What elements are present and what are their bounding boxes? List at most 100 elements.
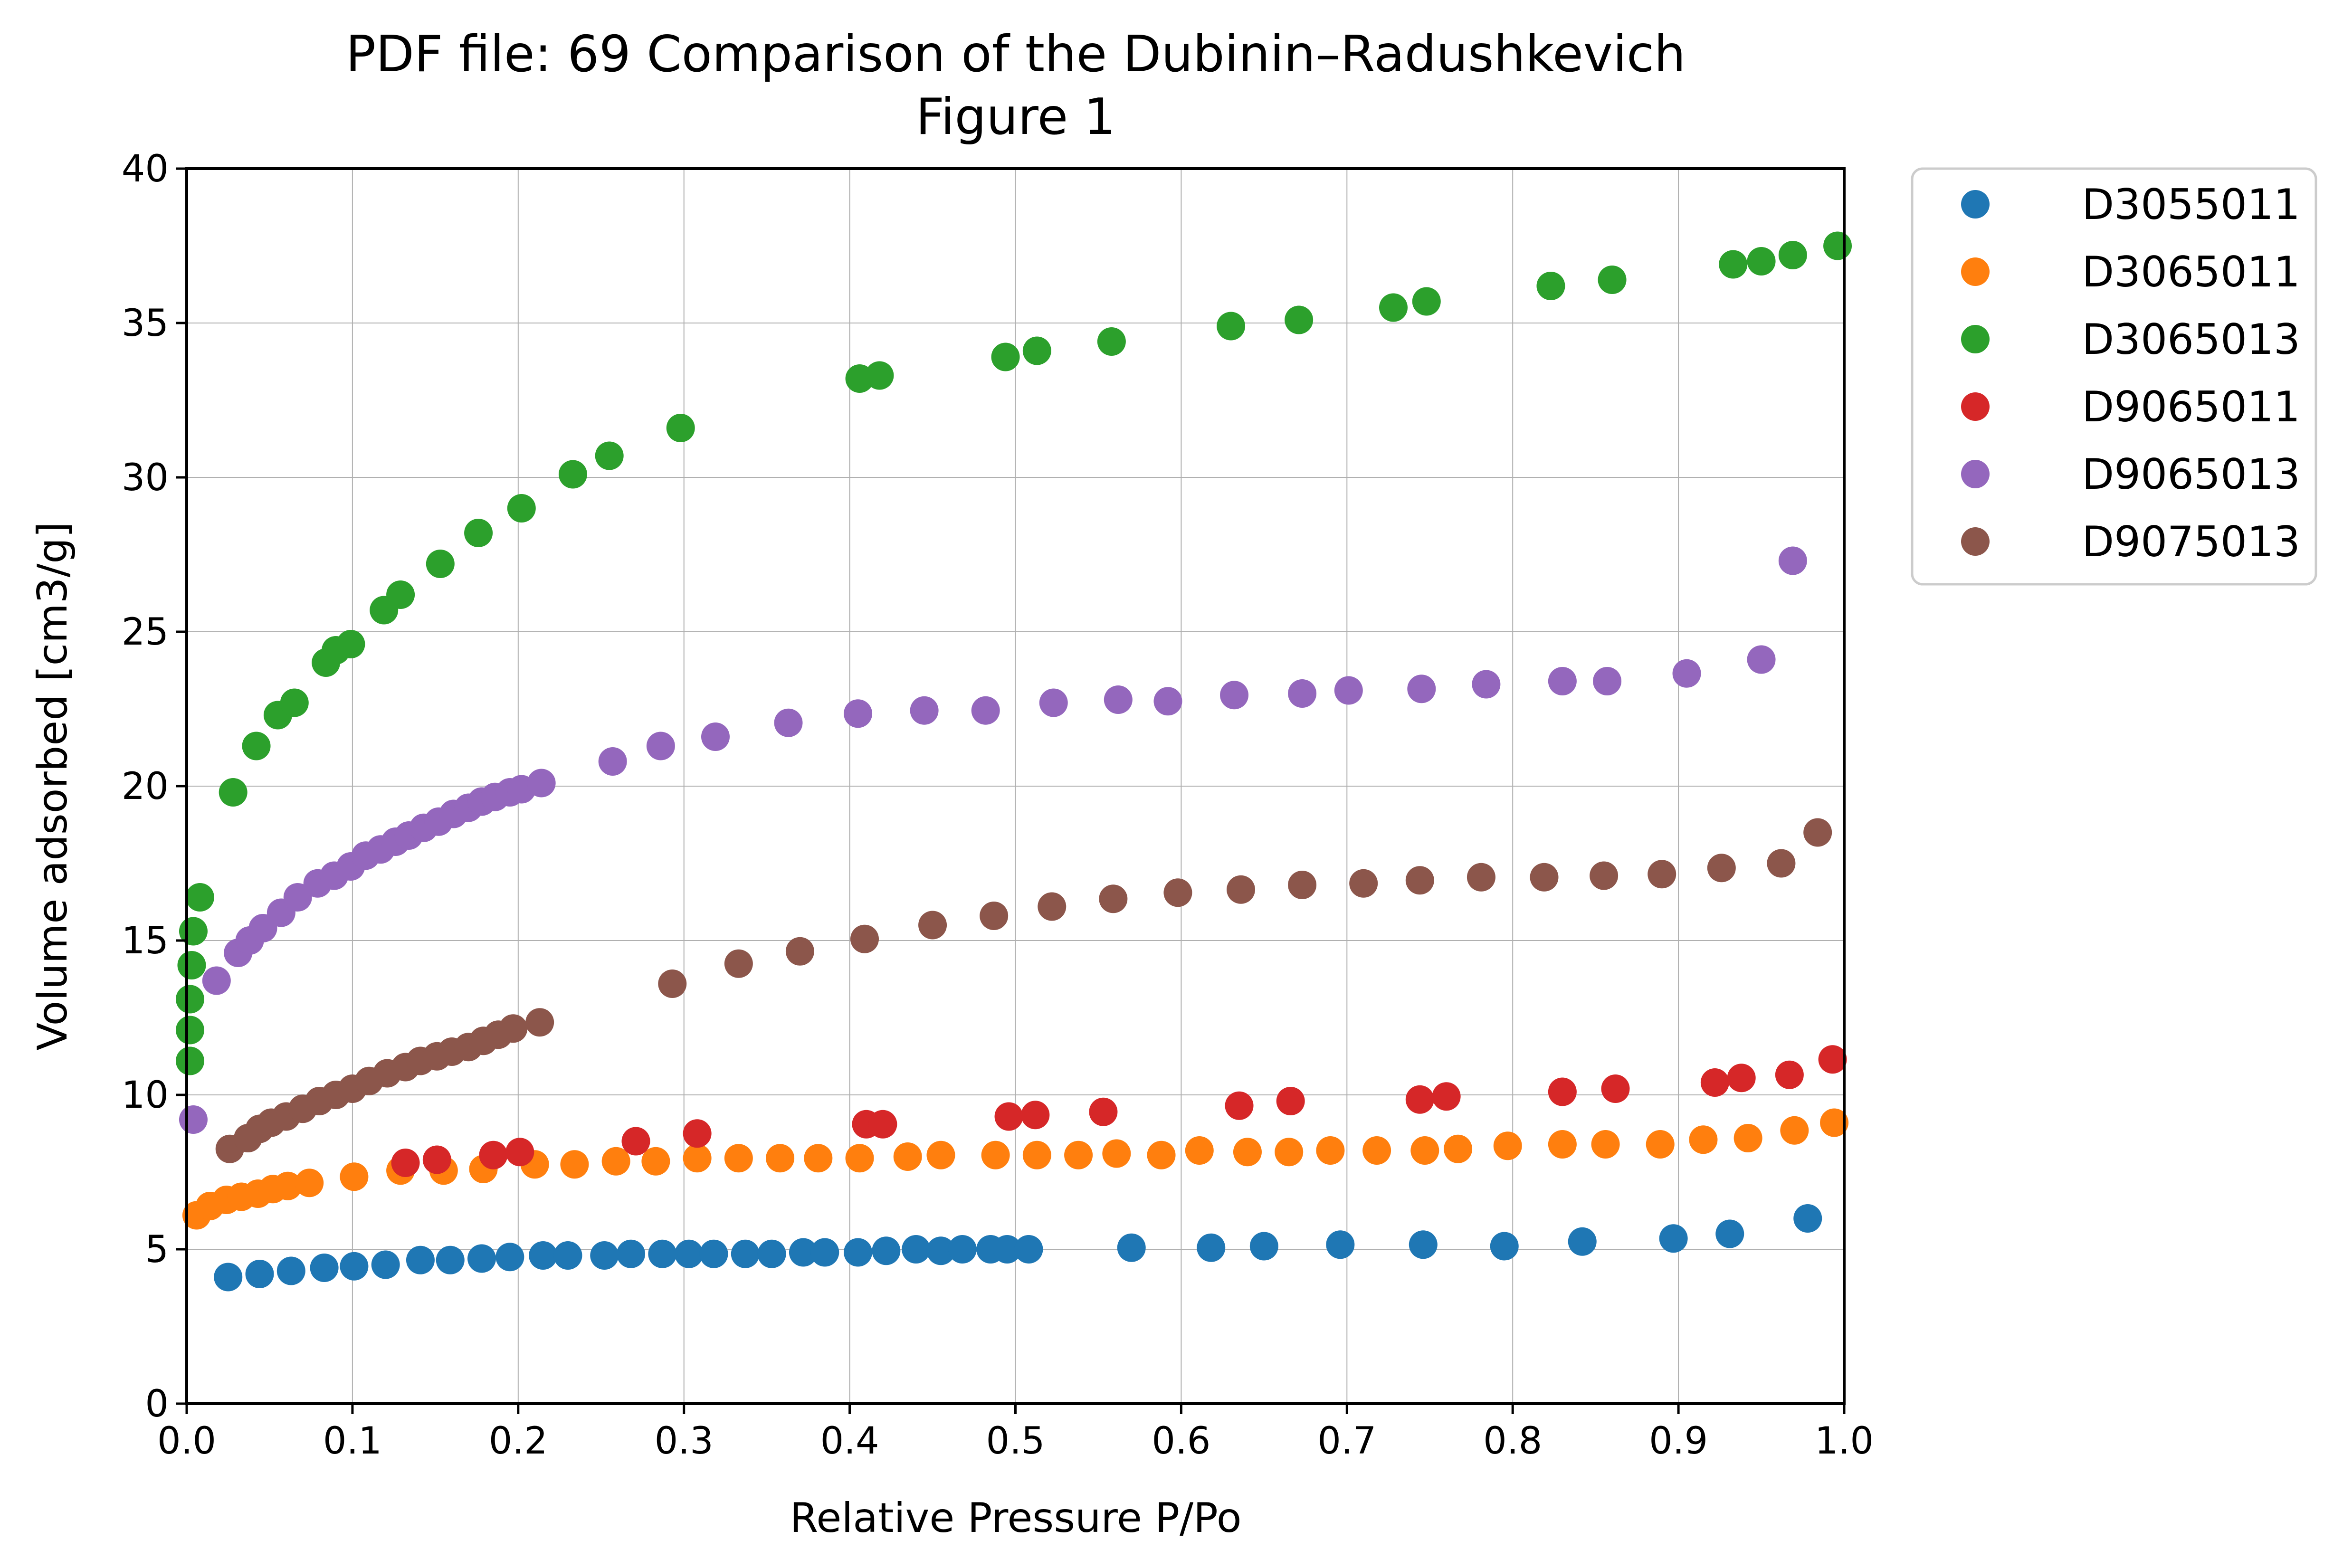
data-point xyxy=(1568,1227,1597,1256)
data-point xyxy=(1225,1091,1254,1120)
data-point xyxy=(1326,1230,1355,1259)
legend-marker xyxy=(1961,257,1990,286)
data-point xyxy=(422,1145,451,1174)
y-tick-label: 25 xyxy=(122,611,169,654)
legend-item: D3065013 xyxy=(1961,315,2300,364)
data-point xyxy=(426,550,455,578)
data-point xyxy=(1493,1131,1522,1160)
data-points xyxy=(175,231,1852,1292)
data-point xyxy=(499,1014,528,1043)
legend-items: D3055011 D3065011 D3065013 D9065011 D9065013… xyxy=(1961,180,2300,566)
data-point xyxy=(991,342,1020,371)
legend-label: D3065011 xyxy=(2082,247,2300,296)
data-point xyxy=(845,1144,874,1173)
data-point xyxy=(789,1238,818,1267)
data-point xyxy=(617,1239,646,1268)
data-point xyxy=(774,708,803,737)
y-axis-ticks: 0 5 10 15 20 25 30 35 40 xyxy=(122,148,187,1425)
x-tick-label: 0.0 xyxy=(157,1420,216,1463)
data-point xyxy=(724,1144,753,1173)
data-point xyxy=(1548,1130,1577,1159)
data-point xyxy=(724,949,753,978)
data-point xyxy=(844,699,873,728)
data-point xyxy=(1490,1232,1519,1261)
data-point xyxy=(1530,863,1559,892)
data-point xyxy=(648,1239,677,1268)
data-point xyxy=(310,1254,339,1282)
data-point xyxy=(993,1235,1022,1264)
data-point xyxy=(1793,1204,1822,1233)
data-point xyxy=(386,580,415,609)
x-tick-label: 0.9 xyxy=(1649,1420,1708,1463)
data-point xyxy=(1163,878,1192,907)
legend-item: D9065013 xyxy=(1961,450,2300,499)
data-point xyxy=(1818,1045,1847,1074)
x-axis-ticks: 0.0 0.1 0.2 0.3 0.4 0.5 0.6 0.7 0.8 0.9 1.0 xyxy=(157,1404,1874,1463)
data-point xyxy=(590,1241,619,1270)
legend-marker xyxy=(1961,392,1990,421)
data-point xyxy=(1405,866,1434,895)
data-point xyxy=(1099,884,1128,913)
data-point xyxy=(872,1236,901,1265)
data-point xyxy=(245,1260,274,1288)
data-point xyxy=(1227,875,1256,904)
data-point xyxy=(1407,675,1436,703)
data-point xyxy=(1217,312,1246,341)
data-point xyxy=(683,1144,712,1173)
data-point xyxy=(850,924,879,953)
data-point xyxy=(1472,670,1501,699)
chart-title: PDF file: 69 Comparison of the Dubinin–R… xyxy=(346,25,1686,83)
data-point xyxy=(1780,1116,1809,1145)
legend-item: D9065011 xyxy=(1961,382,2300,431)
data-point xyxy=(280,688,309,717)
data-point xyxy=(336,630,365,658)
legend-label: D3055011 xyxy=(2082,180,2300,229)
data-point xyxy=(1117,1233,1146,1262)
legend-label: D9065011 xyxy=(2082,382,2300,431)
data-point xyxy=(1362,1136,1391,1165)
legend-item: D3065011 xyxy=(1961,247,2300,296)
data-point xyxy=(1021,1101,1050,1130)
series-D9075013 xyxy=(215,818,1832,1163)
data-point xyxy=(980,902,1009,930)
data-point xyxy=(1727,1064,1756,1093)
data-point xyxy=(1316,1136,1345,1165)
data-point xyxy=(701,722,730,751)
data-point xyxy=(1601,1074,1630,1103)
data-point xyxy=(1700,1068,1729,1097)
y-tick-label: 35 xyxy=(122,302,169,345)
data-point xyxy=(1707,854,1736,883)
data-point xyxy=(1648,860,1676,889)
data-point xyxy=(1349,869,1378,898)
x-tick-label: 0.8 xyxy=(1483,1420,1542,1463)
data-point xyxy=(202,966,231,995)
legend-marker xyxy=(1961,527,1990,556)
data-point xyxy=(1022,1140,1051,1169)
data-point xyxy=(1153,687,1182,716)
data-point xyxy=(1410,1136,1439,1165)
data-point xyxy=(371,1250,400,1279)
data-point xyxy=(868,1110,897,1139)
data-point xyxy=(1334,676,1363,705)
data-point xyxy=(553,1241,582,1270)
x-tick-label: 0.4 xyxy=(820,1420,879,1463)
data-point xyxy=(1275,1138,1304,1167)
data-point xyxy=(658,969,687,998)
data-point xyxy=(1249,1232,1278,1261)
data-point xyxy=(926,1236,955,1265)
data-point xyxy=(1185,1136,1214,1165)
data-point xyxy=(527,769,556,798)
data-point xyxy=(948,1235,977,1264)
data-point xyxy=(981,1140,1010,1169)
data-point xyxy=(1823,231,1852,260)
data-point xyxy=(844,1238,873,1267)
y-tick-label: 40 xyxy=(122,148,169,190)
data-point xyxy=(1536,272,1565,300)
legend-marker xyxy=(1961,460,1990,488)
data-point xyxy=(1104,685,1133,714)
data-point xyxy=(766,1144,795,1173)
data-point xyxy=(179,1105,208,1134)
data-point xyxy=(1412,287,1441,316)
